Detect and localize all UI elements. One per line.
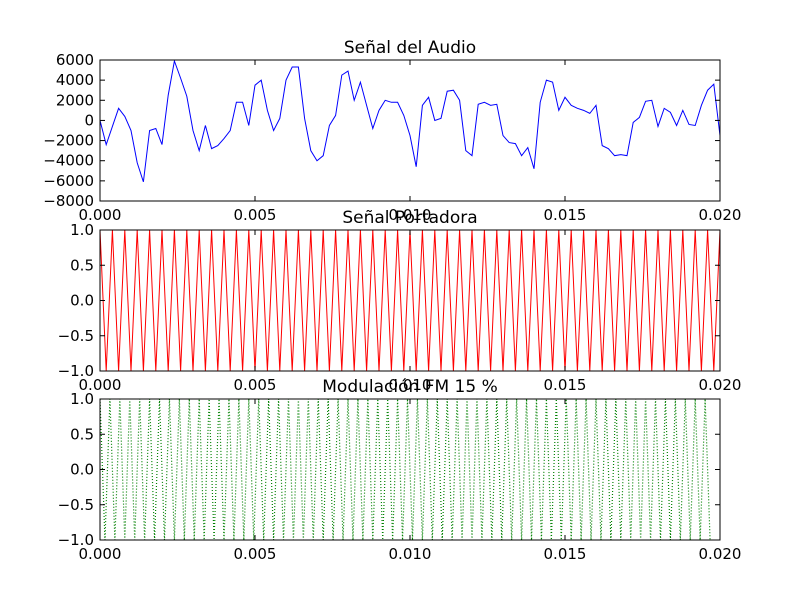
- line-series: [100, 60, 720, 183]
- line-series: [100, 230, 720, 371]
- y-tick-label: 6000: [56, 51, 94, 69]
- x-tick-label: 0.010: [389, 206, 432, 224]
- y-tick-label: 2000: [56, 91, 94, 109]
- axes-frame: [99, 229, 721, 372]
- x-tick-label: 0.005: [234, 206, 277, 224]
- chart-title: Señal del Audio: [344, 38, 476, 58]
- y-tick-label: −1.0: [58, 531, 94, 549]
- y-tick-label: −8000: [43, 192, 94, 210]
- x-tick-label: 0.000: [79, 376, 122, 394]
- y-tick-label: −1.0: [58, 362, 94, 380]
- y-tick-label: 0.5: [70, 256, 94, 274]
- x-tick-label: 0.005: [234, 545, 277, 563]
- chart-title: Señal Portadora: [342, 208, 477, 228]
- x-tick-label: 0.000: [79, 206, 122, 224]
- x-tick-label: 0.010: [389, 545, 432, 563]
- y-tick-label: −0.5: [58, 496, 94, 514]
- x-tick-label: 0.020: [699, 376, 742, 394]
- y-tick-label: 4000: [56, 71, 94, 89]
- chart-title: Modulación FM 15 %: [322, 377, 497, 397]
- x-tick-label: 0.020: [699, 206, 742, 224]
- y-tick-label: −0.5: [58, 327, 94, 345]
- y-tick-label: 0.5: [70, 425, 94, 443]
- y-tick-label: −6000: [43, 172, 94, 190]
- y-tick-label: −4000: [43, 152, 94, 170]
- y-tick-label: −2000: [43, 132, 94, 150]
- line-series: [100, 399, 711, 540]
- y-tick-label: 1.0: [70, 390, 94, 408]
- y-tick-label: 0.0: [70, 461, 94, 479]
- x-tick-label: 0.015: [544, 545, 587, 563]
- x-tick-label: 0.005: [234, 376, 277, 394]
- y-tick-label: 0.0: [70, 292, 94, 310]
- x-tick-label: 0.015: [544, 206, 587, 224]
- x-tick-label: 0.000: [79, 545, 122, 563]
- y-tick-label: 1.0: [70, 221, 94, 239]
- x-tick-label: 0.020: [699, 545, 742, 563]
- y-tick-label: 0: [84, 111, 94, 129]
- x-tick-label: 0.010: [389, 376, 432, 394]
- x-tick-label: 0.015: [544, 376, 587, 394]
